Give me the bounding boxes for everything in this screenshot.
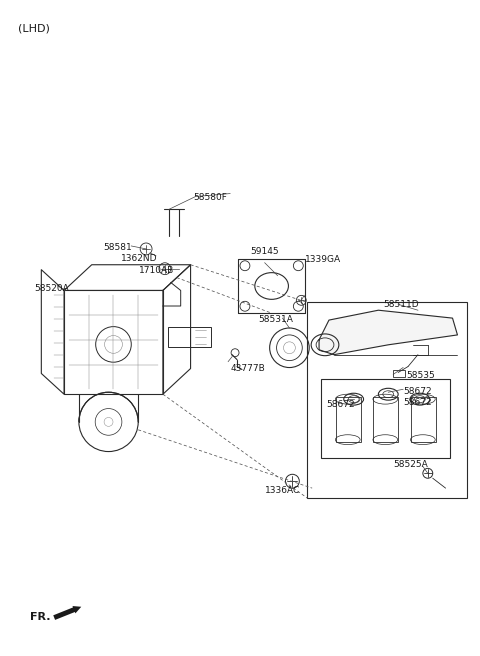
Text: 58581: 58581 — [104, 243, 132, 252]
Text: 58525A: 58525A — [393, 461, 428, 470]
Text: FR.: FR. — [30, 611, 51, 622]
Text: 58520A: 58520A — [35, 283, 69, 293]
Text: 58580F: 58580F — [193, 193, 228, 201]
FancyArrow shape — [53, 606, 81, 620]
Text: 58672: 58672 — [403, 398, 432, 407]
Text: 58672: 58672 — [326, 400, 355, 409]
Text: 1362ND: 1362ND — [121, 254, 158, 263]
Bar — [168, 327, 190, 346]
Text: 58535: 58535 — [406, 371, 435, 380]
Bar — [336, 397, 360, 441]
Text: 1339GA: 1339GA — [305, 255, 341, 264]
Bar — [321, 379, 450, 459]
Bar — [190, 327, 211, 346]
Text: 1710AB: 1710AB — [139, 266, 174, 275]
Bar — [373, 397, 398, 441]
Text: 58511D: 58511D — [384, 300, 419, 310]
Bar — [307, 302, 468, 498]
Text: (LHD): (LHD) — [18, 24, 49, 33]
Text: 1336AC: 1336AC — [264, 486, 300, 495]
Text: 58531A: 58531A — [258, 315, 293, 324]
Bar — [393, 369, 405, 377]
Polygon shape — [319, 310, 457, 355]
Bar — [411, 397, 436, 441]
Text: 58672: 58672 — [403, 387, 432, 396]
Text: 59145: 59145 — [250, 247, 278, 256]
Text: 43777B: 43777B — [230, 363, 265, 373]
